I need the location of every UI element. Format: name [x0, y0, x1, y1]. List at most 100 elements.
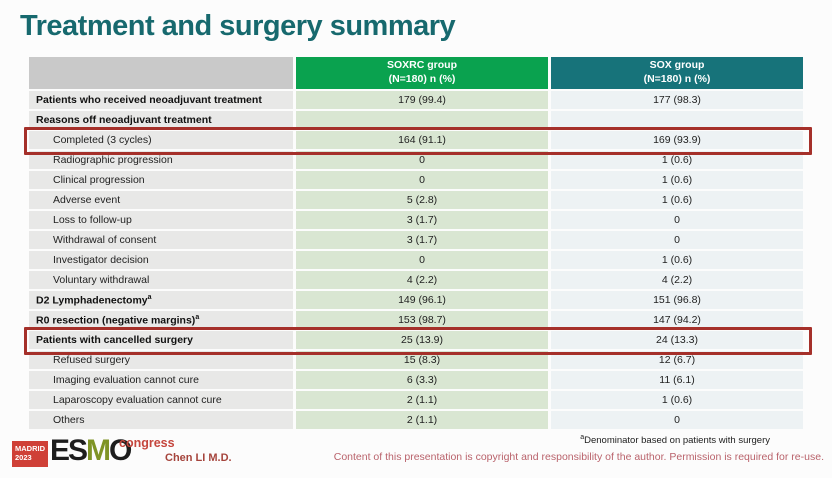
row-label-cell: Others [29, 411, 293, 429]
table-row: Adverse event 5 (2.8) 1 (0.6) [29, 191, 803, 209]
sox-value-cell: 151 (96.8) [551, 291, 803, 309]
row-label: Adverse event [53, 194, 121, 206]
soxrc-group-header: SOXRC group (N=180) n (%) [296, 57, 548, 89]
esmo-logo-m: M [86, 434, 111, 467]
table-row: Imaging evaluation cannot cure 6 (3.3) 11 … [29, 371, 803, 389]
soxrc-value-cell: 153 (98.7) [296, 311, 548, 329]
row-label-cell: Radiographic progression [29, 151, 293, 169]
esmo-logo-o: O [109, 434, 132, 467]
soxrc-group-n: (N=180) n (%) [388, 73, 456, 85]
table-footnote: aDenominator based on patients with surg… [580, 434, 770, 446]
madrid-logo-line1: MADRID [15, 444, 45, 453]
row-label-cell: Clinical progression [29, 171, 293, 189]
row-label: Reasons off neoadjuvant treatment [36, 114, 212, 126]
madrid-2023-logo: MADRID 2023 [12, 441, 48, 467]
row-label: D2 Lymphadenectomy [36, 294, 148, 307]
sox-value-cell: 147 (94.2) [551, 311, 803, 329]
row-label: R0 resection (negative margins) [36, 314, 196, 327]
table-row: Reasons off neoadjuvant treatment [29, 111, 803, 129]
row-label-cell: Adverse event [29, 191, 293, 209]
sox-value-cell: 177 (98.3) [551, 91, 803, 109]
row-label: Radiographic progression [53, 154, 173, 166]
soxrc-value-cell: 6 (3.3) [296, 371, 548, 389]
table-row: Clinical progression 0 1 (0.6) [29, 171, 803, 189]
soxrc-value-cell: 3 (1.7) [296, 231, 548, 249]
soxrc-value-cell: 4 (2.2) [296, 271, 548, 289]
row-label: Withdrawal of consent [53, 234, 157, 246]
sox-value-cell: 0 [551, 211, 803, 229]
row-label: Voluntary withdrawal [53, 274, 150, 286]
row-label: Completed (3 cycles) [53, 134, 152, 146]
row-label: Others [53, 414, 85, 426]
row-label-superscript: a [195, 313, 200, 321]
sox-group-name: SOX group [649, 59, 705, 72]
row-label: Laparoscopy evaluation cannot cure [53, 394, 222, 406]
esmo-logo-es: ES [50, 434, 88, 467]
row-label-cell: Voluntary withdrawal [29, 271, 293, 289]
row-label: Investigator decision [53, 254, 149, 266]
row-label-cell: Refused surgery [29, 351, 293, 369]
soxrc-value-cell: 2 (1.1) [296, 411, 548, 429]
soxrc-value-cell: 0 [296, 251, 548, 269]
sox-group-n: (N=180) n (%) [643, 73, 711, 85]
table-row: R0 resection (negative margins)a 153 (98.… [29, 311, 803, 329]
sox-value-cell: 1 (0.6) [551, 251, 803, 269]
soxrc-value-cell: 15 (8.3) [296, 351, 548, 369]
row-label-cell: Patients with cancelled surgery [29, 331, 293, 349]
table-row: Laparoscopy evaluation cannot cure 2 (1.1… [29, 391, 803, 409]
summary-table-container: SOXRC group (N=180) n (%) SOX group (N=1… [24, 55, 812, 431]
table-row: Others 2 (1.1) 0 [29, 411, 803, 429]
row-label: Loss to follow-up [53, 214, 132, 226]
sox-value-cell: 0 [551, 231, 803, 249]
row-label-cell: Completed (3 cycles) [29, 131, 293, 149]
row-label-cell: Laparoscopy evaluation cannot cure [29, 391, 293, 409]
slide-title: Treatment and surgery summary [20, 10, 456, 42]
soxrc-value-cell: 164 (91.1) [296, 131, 548, 149]
sox-value-cell: 12 (6.7) [551, 351, 803, 369]
sox-value-cell [551, 111, 803, 129]
soxrc-value-cell: 179 (99.4) [296, 91, 548, 109]
header-row: SOXRC group (N=180) n (%) SOX group (N=1… [29, 57, 803, 89]
soxrc-value-cell: 5 (2.8) [296, 191, 548, 209]
copyright-notice: Content of this presentation is copyrigh… [333, 451, 824, 463]
row-label-cell: Patients who received neoadjuvant treatm… [29, 91, 293, 109]
sox-value-cell: 24 (13.3) [551, 331, 803, 349]
soxrc-value-cell: 0 [296, 151, 548, 169]
table-row: Investigator decision 0 1 (0.6) [29, 251, 803, 269]
table-row: Loss to follow-up 3 (1.7) 0 [29, 211, 803, 229]
soxrc-value-cell: 149 (96.1) [296, 291, 548, 309]
soxrc-value-cell: 2 (1.1) [296, 391, 548, 409]
footnote-text: Denominator based on patients with surge… [584, 435, 770, 447]
sox-value-cell: 1 (0.6) [551, 171, 803, 189]
soxrc-value-cell [296, 111, 548, 129]
sox-value-cell: 0 [551, 411, 803, 429]
sox-value-cell: 1 (0.6) [551, 151, 803, 169]
row-label-superscript: a [147, 293, 152, 301]
table-row: Voluntary withdrawal 4 (2.2) 4 (2.2) [29, 271, 803, 289]
sox-value-cell: 169 (93.9) [551, 131, 803, 149]
row-label-cell: Investigator decision [29, 251, 293, 269]
row-label: Patients who received neoadjuvant treatm… [36, 94, 262, 106]
row-label-cell: Loss to follow-up [29, 211, 293, 229]
corner-header-cell [29, 57, 293, 89]
soxrc-value-cell: 3 (1.7) [296, 211, 548, 229]
sox-value-cell: 4 (2.2) [551, 271, 803, 289]
row-label-cell: Withdrawal of consent [29, 231, 293, 249]
table-row: Patients with cancelled surgery 25 (13.9)… [29, 331, 803, 349]
row-label-cell: Imaging evaluation cannot cure [29, 371, 293, 389]
row-label-cell: R0 resection (negative margins)a [29, 311, 293, 329]
row-label: Clinical progression [53, 174, 145, 186]
esmo-logo: ESMO [50, 434, 132, 468]
row-label: Imaging evaluation cannot cure [53, 374, 199, 386]
table-row: Withdrawal of consent 3 (1.7) 0 [29, 231, 803, 249]
table-row: Radiographic progression 0 1 (0.6) [29, 151, 803, 169]
row-label: Patients with cancelled surgery [36, 334, 193, 346]
table-row: Completed (3 cycles) 164 (91.1) 169 (93.9) [29, 131, 803, 149]
madrid-logo-line2: 2023 [15, 453, 32, 462]
sox-value-cell: 11 (6.1) [551, 371, 803, 389]
soxrc-group-name: SOXRC group [387, 59, 457, 72]
footnote-superscript: a [580, 434, 585, 441]
sox-group-header: SOX group (N=180) n (%) [551, 57, 803, 89]
sox-value-cell: 1 (0.6) [551, 191, 803, 209]
